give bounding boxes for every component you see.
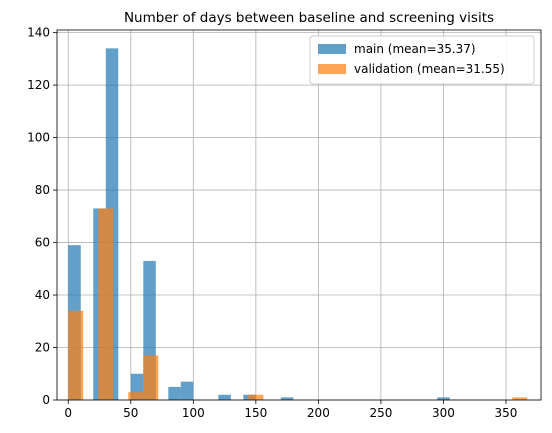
bar-series-0-bin-9 [280,397,294,400]
y-tick-label-100: 100 [27,131,50,145]
x-tick-label-150: 150 [244,406,267,420]
bar-series-0-bin-7 [218,394,231,400]
x-tick-label-250: 250 [369,406,392,420]
y-tick-label-20: 20 [35,341,50,355]
legend-label-1: validation (mean=31.55) [354,62,505,76]
chart-title: Number of days between baseline and scre… [124,10,494,26]
y-tick-label-40: 40 [35,288,50,302]
plot-axes [56,29,542,401]
y-tick-label-60: 60 [35,236,50,250]
x-tick-label-100: 100 [182,406,205,420]
plot-frame [56,29,542,401]
bar-series-0-bin-6 [180,381,194,400]
legend-label-0: main (mean=35.37) [354,42,476,56]
axis-ticks: 0 50 100 150 200 250 300 350 0 20 40 60 80 100 120 140 [27,26,517,420]
grid-lines [57,30,541,401]
x-tick-label-200: 200 [307,406,330,420]
x-tick-label-0: 0 [64,406,72,420]
y-tick-label-0: 0 [42,393,50,407]
x-tick-label-300: 300 [432,406,455,420]
legend: main (mean=35.37) validation (mean=31.55) [309,35,535,85]
y-tick-label-140: 140 [27,26,50,40]
histogram-bars [68,48,528,400]
bar-series-1-bin-4 [248,394,264,400]
bar-series-1-bin-3 [143,355,159,400]
legend-swatch-1 [318,64,346,74]
bar-series-1-bin-5 [512,397,528,400]
bar-series-1-bin-2 [128,392,144,400]
y-tick-label-120: 120 [27,78,50,92]
x-tick-label-50: 50 [123,406,138,420]
bar-series-1-bin-1 [98,208,114,400]
bar-series-1-bin-0 [68,310,84,400]
legend-swatch-0 [318,44,346,54]
bar-series-0-bin-10 [437,397,450,400]
y-tick-label-80: 80 [35,183,50,197]
x-tick-label-350: 350 [495,406,518,420]
legend-box [309,35,535,85]
bar-series-0-bin-5 [168,386,181,400]
